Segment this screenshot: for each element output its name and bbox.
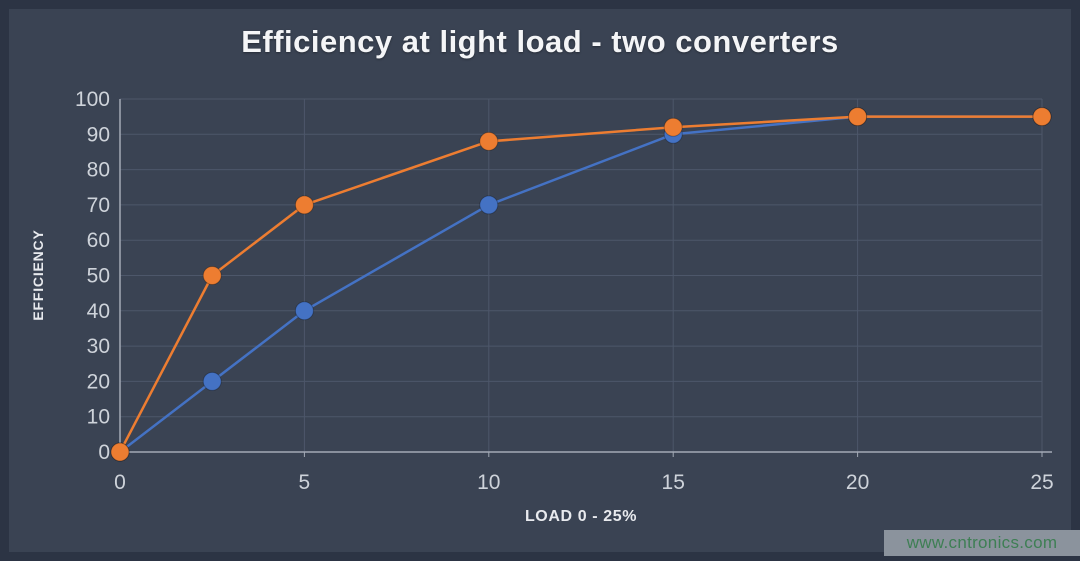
y-tick-label: 100 [75,88,110,111]
x-tick-label: 0 [114,471,126,494]
y-tick-label: 70 [87,194,110,217]
y-axis-title: EFFICIENCY [30,229,46,321]
data-point-converter-orange [202,266,222,285]
y-tick-label: 80 [87,159,110,182]
x-tick-label: 10 [477,471,500,494]
y-tick-label: 30 [87,335,110,358]
data-point-converter-blue [294,301,314,321]
data-point-converter-blue [202,371,222,391]
chart-title: Efficiency at light load - two converter… [241,24,839,59]
x-tick-label: 25 [1030,471,1053,494]
x-tick-label: 15 [662,471,685,494]
data-point-converter-orange [110,442,130,462]
x-tick-label: 5 [299,471,311,494]
series-line-converter-blue [118,115,1044,454]
x-axis-title: LOAD 0 - 25% [524,508,638,525]
data-point-converter-orange [294,195,314,215]
y-tick-label: 10 [87,406,110,429]
y-tick-label: 90 [87,123,110,146]
data-point-converter-orange [848,107,868,127]
y-tick-label: 60 [87,229,110,252]
data-point-converter-blue [479,195,499,215]
watermark-text: www.cntronics.com [906,533,1058,552]
y-tick-label: 0 [98,441,110,464]
data-point-converter-orange [663,117,683,137]
data-point-converter-orange [479,131,499,151]
y-tick-label: 50 [87,265,110,288]
watermark: www.cntronics.com [884,530,1080,556]
data-point-converter-orange [1032,107,1052,127]
x-tick-label: 20 [846,471,869,494]
y-tick-label: 40 [87,300,110,323]
y-tick-label: 20 [87,370,110,393]
series-line-converter-orange [118,115,1044,454]
